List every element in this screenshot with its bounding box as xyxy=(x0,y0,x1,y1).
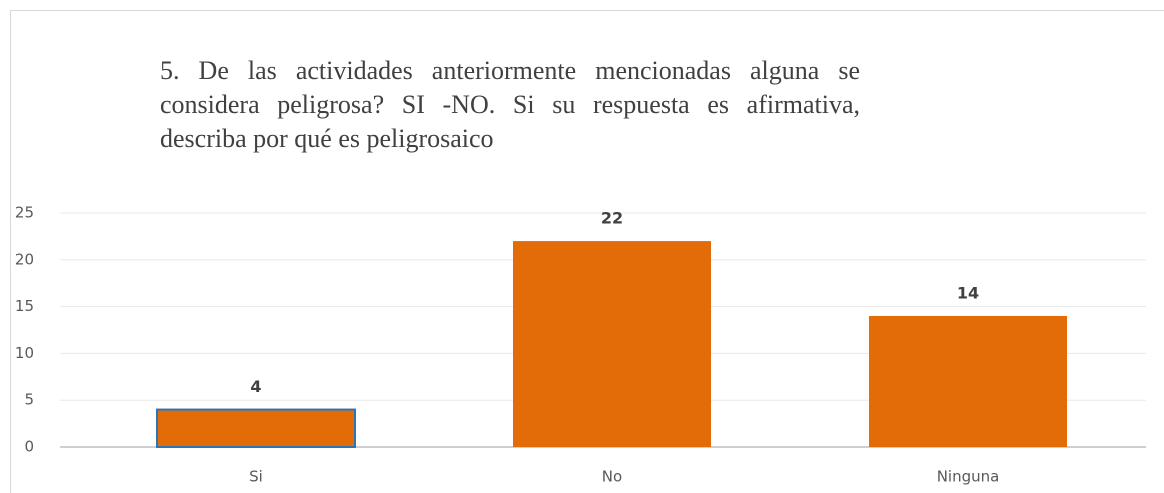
data-label: 22 xyxy=(601,209,623,228)
x-tick-label: Si xyxy=(249,468,263,486)
y-tick-label: 20 xyxy=(15,250,34,268)
y-tick-label: 10 xyxy=(15,344,34,362)
chart-frame xyxy=(10,10,1164,493)
x-tick-label: No xyxy=(602,468,622,486)
chart-title: 5. De las actividades anteriormente menc… xyxy=(160,56,860,153)
y-tick-label: 5 xyxy=(24,391,34,409)
bar xyxy=(513,241,711,447)
bar xyxy=(156,408,356,448)
y-tick-label: 25 xyxy=(15,204,34,222)
bar xyxy=(869,315,1067,447)
data-label: 4 xyxy=(250,377,261,396)
y-tick-label: 0 xyxy=(24,438,34,456)
data-label: 14 xyxy=(957,283,979,302)
y-tick-label: 15 xyxy=(15,297,34,315)
x-tick-label: Ninguna xyxy=(937,468,1000,486)
